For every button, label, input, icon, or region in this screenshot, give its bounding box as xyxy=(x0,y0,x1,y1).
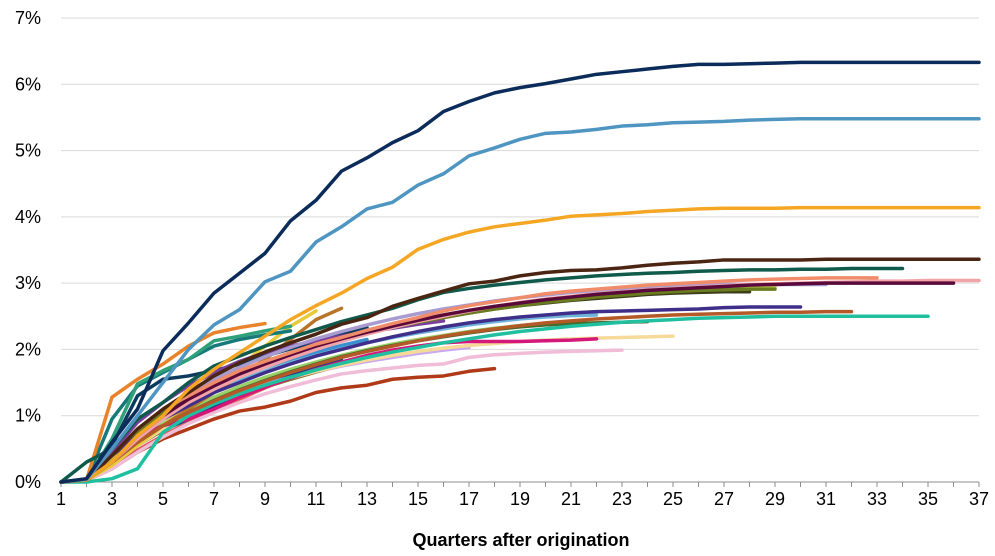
x-tick-label: 25 xyxy=(663,489,683,509)
series-line xyxy=(59,205,981,484)
y-tick-label: 2% xyxy=(15,339,41,359)
x-tick-label: 33 xyxy=(867,489,887,509)
y-tick-label: 5% xyxy=(15,141,41,161)
x-tick-label: 9 xyxy=(260,489,270,509)
y-tick-label: 7% xyxy=(15,8,41,28)
series-line xyxy=(59,281,956,484)
x-tick-label: 13 xyxy=(357,489,377,509)
y-tick-label: 3% xyxy=(15,273,41,293)
x-tick-label: 5 xyxy=(158,489,168,509)
x-tick-label: 3 xyxy=(107,489,117,509)
x-tick-label: 11 xyxy=(307,489,326,509)
x-tick-label: 31 xyxy=(816,489,836,509)
series-line xyxy=(59,276,879,484)
series-line xyxy=(59,314,930,484)
x-tick-label: 17 xyxy=(459,489,479,509)
x-tick-label: 29 xyxy=(765,489,785,509)
x-tick-label: 37 xyxy=(969,489,989,509)
series-line xyxy=(59,60,981,484)
x-tick-label: 19 xyxy=(510,489,530,509)
x-tick-label: 1 xyxy=(56,489,66,509)
x-axis-title: Quarters after origination xyxy=(412,530,629,550)
y-tick-label: 0% xyxy=(15,472,41,492)
series-line xyxy=(59,305,803,484)
x-tick-label: 7 xyxy=(209,489,219,509)
x-tick-label: 27 xyxy=(714,489,734,509)
y-tick-label: 1% xyxy=(15,406,41,426)
x-tick-labels: 1 3 5 7 9 11 13 15 17 19 21 23 25 27 29 31 33 35 37 xyxy=(56,489,989,509)
y-tick-labels: 0% 1% 2% 3% 4% 5% 6% 7% xyxy=(15,8,41,492)
series-line xyxy=(59,257,981,484)
series-line xyxy=(59,309,854,484)
x-tick-label: 15 xyxy=(408,489,428,509)
y-tick-label: 6% xyxy=(15,74,41,94)
gridlines xyxy=(61,17,979,417)
axes xyxy=(60,481,980,487)
y-tick-label: 4% xyxy=(15,207,41,227)
series-line xyxy=(59,321,267,484)
x-tick-label: 23 xyxy=(612,489,632,509)
series-line xyxy=(59,117,981,484)
series-lines xyxy=(59,60,981,484)
x-tick-label: 35 xyxy=(918,489,938,509)
x-tick-label: 21 xyxy=(561,489,581,509)
series-line xyxy=(59,266,905,484)
